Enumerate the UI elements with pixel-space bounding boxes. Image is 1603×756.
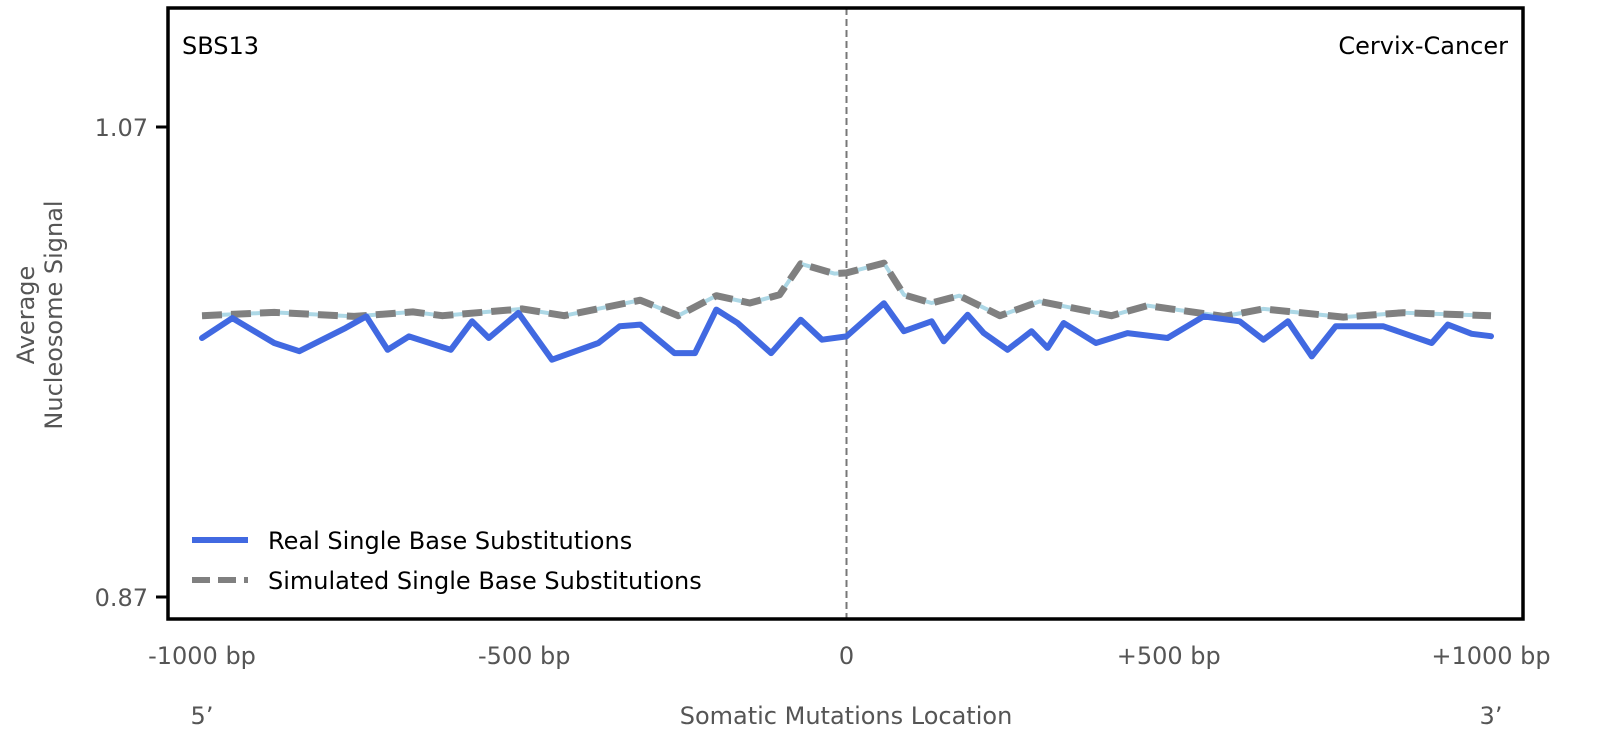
plot-area xyxy=(199,8,1494,619)
x-axis-label: Somatic Mutations Location xyxy=(680,702,1013,730)
signature-label: SBS13 xyxy=(182,32,259,60)
x-tick-label: -500 bp xyxy=(478,642,571,670)
plot-frame xyxy=(166,6,1525,621)
x-tick-label: +500 bp xyxy=(1117,642,1221,670)
y-tick-label: 0.87 xyxy=(95,584,148,612)
cancer-type-label: Cervix-Cancer xyxy=(1338,32,1508,60)
x-axis: -1000 bp -500 bp 0 +500 bp +1000 bp xyxy=(148,642,1551,670)
x-tick-label: +1000 bp xyxy=(1431,642,1550,670)
legend: Real Single Base Substitutions Simulated… xyxy=(192,527,702,595)
y-axis-label: Average Nucleosome Signal xyxy=(12,200,68,429)
y-axis: 1.07 0.87 xyxy=(95,114,168,612)
x-tick-label: -1000 bp xyxy=(148,642,256,670)
legend-simulated-label: Simulated Single Base Substitutions xyxy=(268,567,702,595)
x-tick-label: 0 xyxy=(839,642,854,670)
five-prime-label: 5’ xyxy=(191,702,214,730)
y-axis-label-line2: Nucleosome Signal xyxy=(40,200,68,429)
simulated-series-line xyxy=(201,259,1492,321)
real-series-line xyxy=(199,300,1494,363)
y-tick-label: 1.07 xyxy=(95,114,148,142)
legend-real-label: Real Single Base Substitutions xyxy=(268,527,632,555)
three-prime-label: 3’ xyxy=(1480,702,1503,730)
y-axis-label-line1: Average xyxy=(12,266,40,365)
